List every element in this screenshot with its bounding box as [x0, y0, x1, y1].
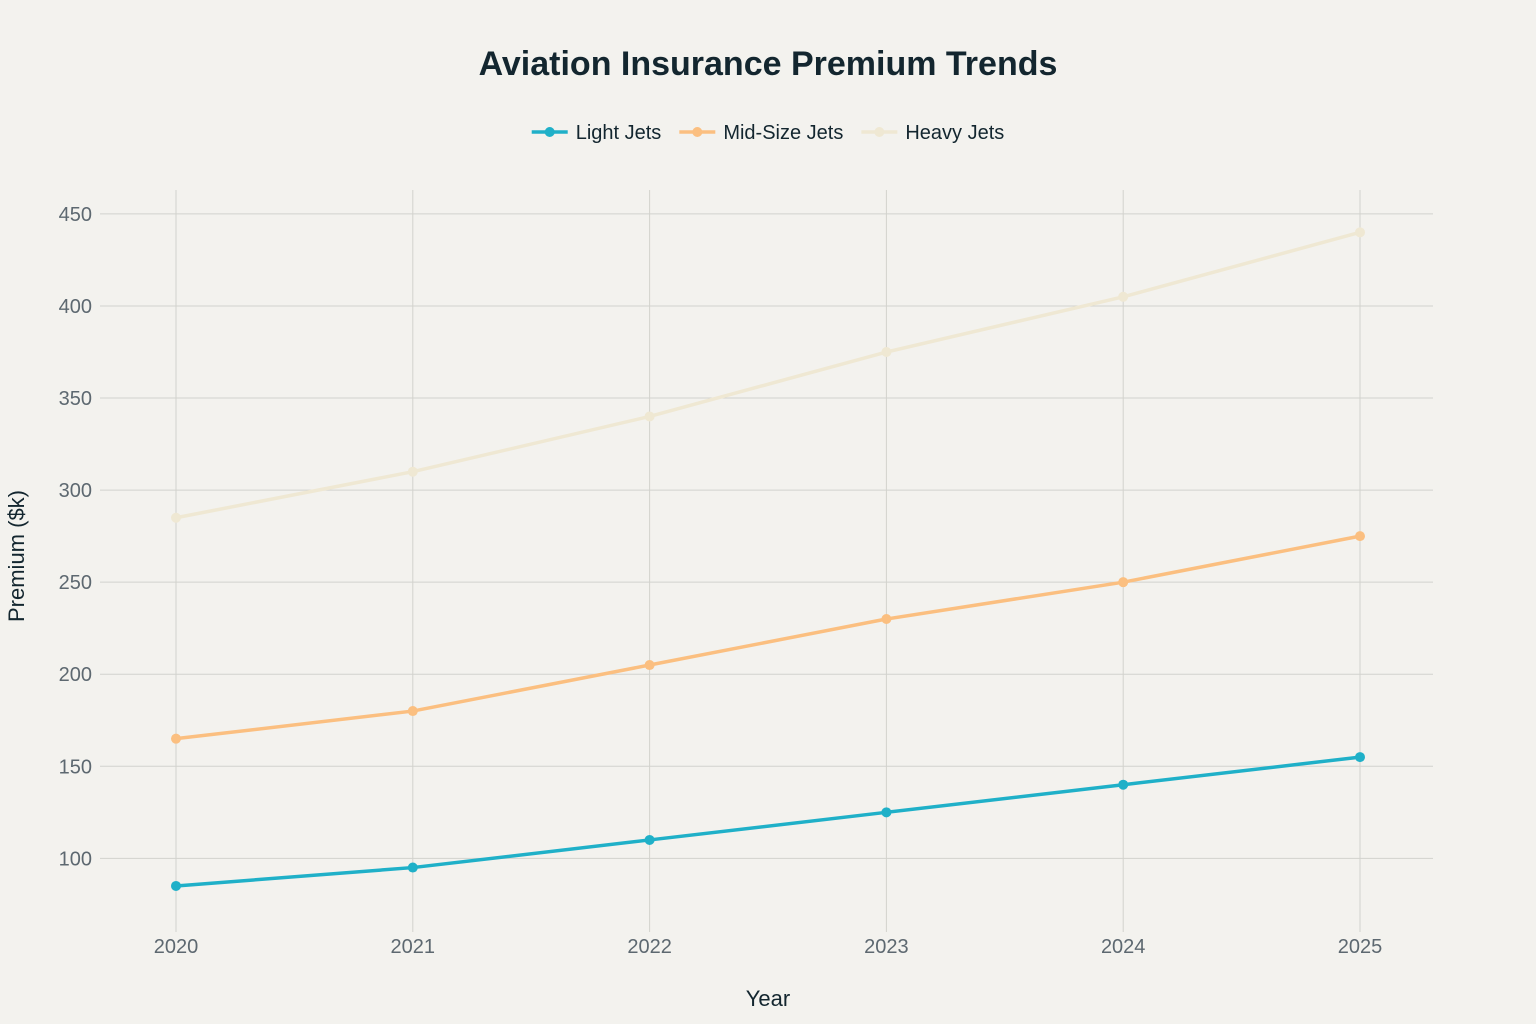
- y-axis-ticks: 100 150 200 250 300 350 400 450: [59, 204, 92, 870]
- data-point[interactable]: [1355, 531, 1365, 542]
- x-tick-label: 2023: [864, 936, 909, 958]
- legend-swatch-marker: [874, 127, 885, 137]
- data-point[interactable]: [644, 660, 655, 671]
- y-tick-label: 300: [59, 480, 92, 502]
- series-light-jets: [171, 752, 1365, 891]
- data-point[interactable]: [1355, 227, 1365, 238]
- x-tick-label: 2021: [391, 936, 436, 958]
- series-line: [174, 755, 1362, 888]
- x-tick-label: 2025: [1338, 936, 1383, 958]
- data-point[interactable]: [644, 834, 655, 845]
- y-tick-label: 450: [59, 204, 92, 226]
- legend: Light Jets Mid-Size Jets Heavy Jets: [531, 122, 1004, 144]
- legend-label: Mid-Size Jets: [723, 122, 843, 144]
- legend-label: Light Jets: [576, 122, 662, 144]
- series-heavy-jets: [171, 227, 1365, 523]
- data-point[interactable]: [1355, 752, 1365, 763]
- chart-title: Aviation Insurance Premium Trends: [479, 45, 1058, 83]
- x-tick-label: 2022: [627, 936, 672, 958]
- data-point[interactable]: [171, 880, 181, 891]
- legend-item[interactable]: Mid-Size Jets: [679, 122, 843, 144]
- data-point[interactable]: [881, 347, 892, 358]
- y-tick-label: 200: [59, 664, 92, 686]
- x-axis-ticks: 2020 2021 2022 2023 2024 2025: [154, 936, 1383, 958]
- y-tick-label: 250: [59, 572, 92, 594]
- data-point[interactable]: [407, 706, 418, 717]
- y-axis-title: Premium ($k): [4, 490, 29, 622]
- data-point[interactable]: [171, 733, 181, 744]
- data-point[interactable]: [1118, 779, 1129, 790]
- legend-swatch-marker: [692, 127, 703, 137]
- y-tick-label: 100: [59, 848, 92, 870]
- x-tick-label: 2020: [154, 936, 199, 958]
- series-layer: [171, 227, 1365, 891]
- data-point[interactable]: [171, 512, 181, 523]
- data-point[interactable]: [644, 411, 655, 422]
- data-point[interactable]: [1118, 577, 1129, 588]
- y-tick-label: 150: [59, 756, 92, 778]
- series-line: [174, 230, 1362, 520]
- data-point[interactable]: [881, 807, 892, 818]
- series-line: [174, 534, 1362, 741]
- legend-label: Heavy Jets: [905, 122, 1004, 144]
- grid: [100, 190, 1433, 932]
- x-tick-label: 2024: [1101, 936, 1146, 958]
- data-point[interactable]: [881, 613, 892, 624]
- data-point[interactable]: [407, 862, 418, 873]
- y-tick-label: 400: [59, 296, 92, 318]
- series-mid-size-jets: [171, 531, 1365, 744]
- legend-swatch-marker: [544, 127, 555, 137]
- legend-item[interactable]: Light Jets: [531, 122, 662, 144]
- data-point[interactable]: [1118, 291, 1129, 302]
- y-tick-label: 350: [59, 388, 92, 410]
- data-point[interactable]: [407, 466, 418, 477]
- x-axis-title: Year: [746, 986, 790, 1011]
- legend-item[interactable]: Heavy Jets: [861, 122, 1004, 144]
